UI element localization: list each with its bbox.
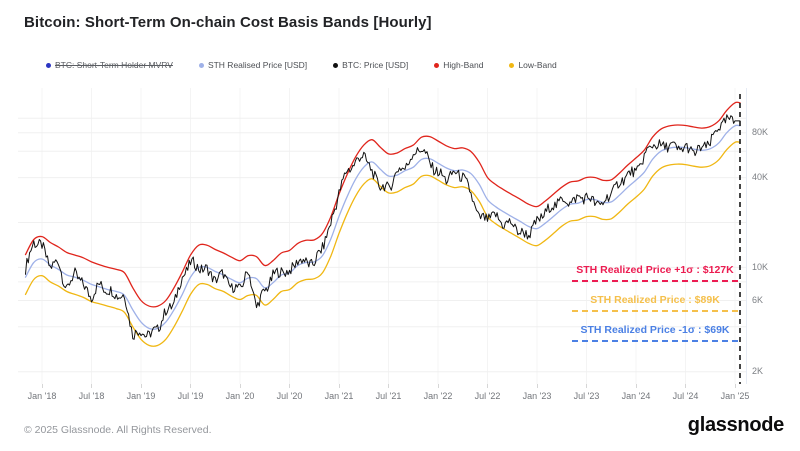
x-tick-mark — [388, 384, 389, 388]
x-tick-mark — [190, 384, 191, 388]
glassnode-logo[interactable]: glassnode — [687, 414, 785, 436]
x-tick-mark — [41, 384, 43, 388]
x-tick-label: Jul '22 — [474, 391, 501, 401]
series-line-btc-price-usd — [25, 114, 741, 340]
legend-dot-icon — [198, 62, 204, 68]
x-tick-mark — [685, 384, 686, 388]
annotation-dashed-line — [572, 310, 738, 312]
annotation-dashed-line — [572, 280, 738, 282]
legend-item-btc-short-term-holder-mvrv[interactable]: BTC: Short-Term Holder MVRV — [46, 60, 173, 70]
x-tick-label: Jul '18 — [78, 391, 105, 401]
legend-dot-icon — [509, 62, 515, 68]
x-tick-mark — [487, 384, 488, 388]
legend-item-label: STH Realised Price [USD] — [207, 60, 308, 70]
legend-item-btc-price-usd[interactable]: BTC: Price [USD] — [333, 60, 408, 70]
x-tick-label: Jan '22 — [423, 391, 453, 401]
x-tick-label: Jan '24 — [621, 391, 651, 401]
x-tick-mark — [289, 384, 290, 388]
y-tick-label: 80K — [752, 127, 769, 138]
x-tick-label: Jul '21 — [375, 391, 402, 401]
x-tick-label: Jul '20 — [276, 391, 303, 401]
x-tick-label: Jul '24 — [672, 391, 699, 401]
x-tick-label: Jan '25 — [720, 391, 750, 401]
legend-item-label: BTC: Price [USD] — [342, 60, 409, 70]
annotation-label: STH Realized Price -1σ : $69K — [580, 324, 730, 336]
x-tick-label: Jan '23 — [522, 391, 552, 401]
x-tick-mark — [91, 384, 92, 388]
y-tick-label: 10K — [752, 261, 769, 272]
annotation-label: STH Realized Price : $89K — [590, 294, 720, 306]
x-tick-label: Jan '20 — [225, 391, 255, 401]
x-tick-mark — [239, 384, 241, 388]
series-line-high-band — [24, 101, 741, 308]
x-tick-mark — [437, 384, 439, 388]
x-tick-mark — [586, 384, 587, 388]
y-tick-label: 40K — [752, 172, 769, 183]
x-tick-mark — [536, 384, 538, 388]
x-tick-label: Jan '18 — [27, 391, 57, 401]
x-tick-mark — [140, 384, 142, 388]
legend-item-label: High-Band — [443, 60, 484, 70]
legend-item-low-band[interactable]: Low-Band — [509, 60, 557, 70]
y-tick-label: 6K — [752, 295, 764, 305]
series-legend: BTC: Short-Term Holder MVRV STH Realised … — [46, 60, 557, 70]
legend-dot-icon — [434, 62, 440, 68]
legend-dot-icon — [333, 62, 339, 68]
legend-item-high-band[interactable]: High-Band — [434, 60, 483, 70]
x-tick-mark — [734, 384, 736, 388]
legend-item-sth-realised-price-usd[interactable]: STH Realised Price [USD] — [198, 60, 308, 70]
x-tick-mark — [338, 384, 340, 388]
x-tick-label: Jul '19 — [177, 391, 204, 401]
legend-item-label: Low-Band — [518, 60, 557, 70]
annotation-label: STH Realized Price +1σ : $127K — [576, 264, 734, 276]
annotation-dashed-line — [572, 340, 738, 342]
x-tick-label: Jan '21 — [324, 391, 354, 401]
legend-dot-icon — [46, 62, 51, 68]
series-line-sth-realised-price-usd — [24, 124, 741, 330]
footer-copyright: © 2025 Glassnode. All Rights Reserved. — [24, 424, 212, 436]
page-title: Bitcoin: Short-Term On-chain Cost Basis … — [24, 14, 432, 31]
x-tick-label: Jan '19 — [126, 391, 156, 401]
y-tick-label: 2K — [752, 366, 764, 377]
legend-item-label: BTC: Short-Term Holder MVRV — [55, 60, 173, 70]
x-tick-mark — [635, 384, 637, 388]
x-tick-label: Jul '23 — [573, 391, 600, 401]
